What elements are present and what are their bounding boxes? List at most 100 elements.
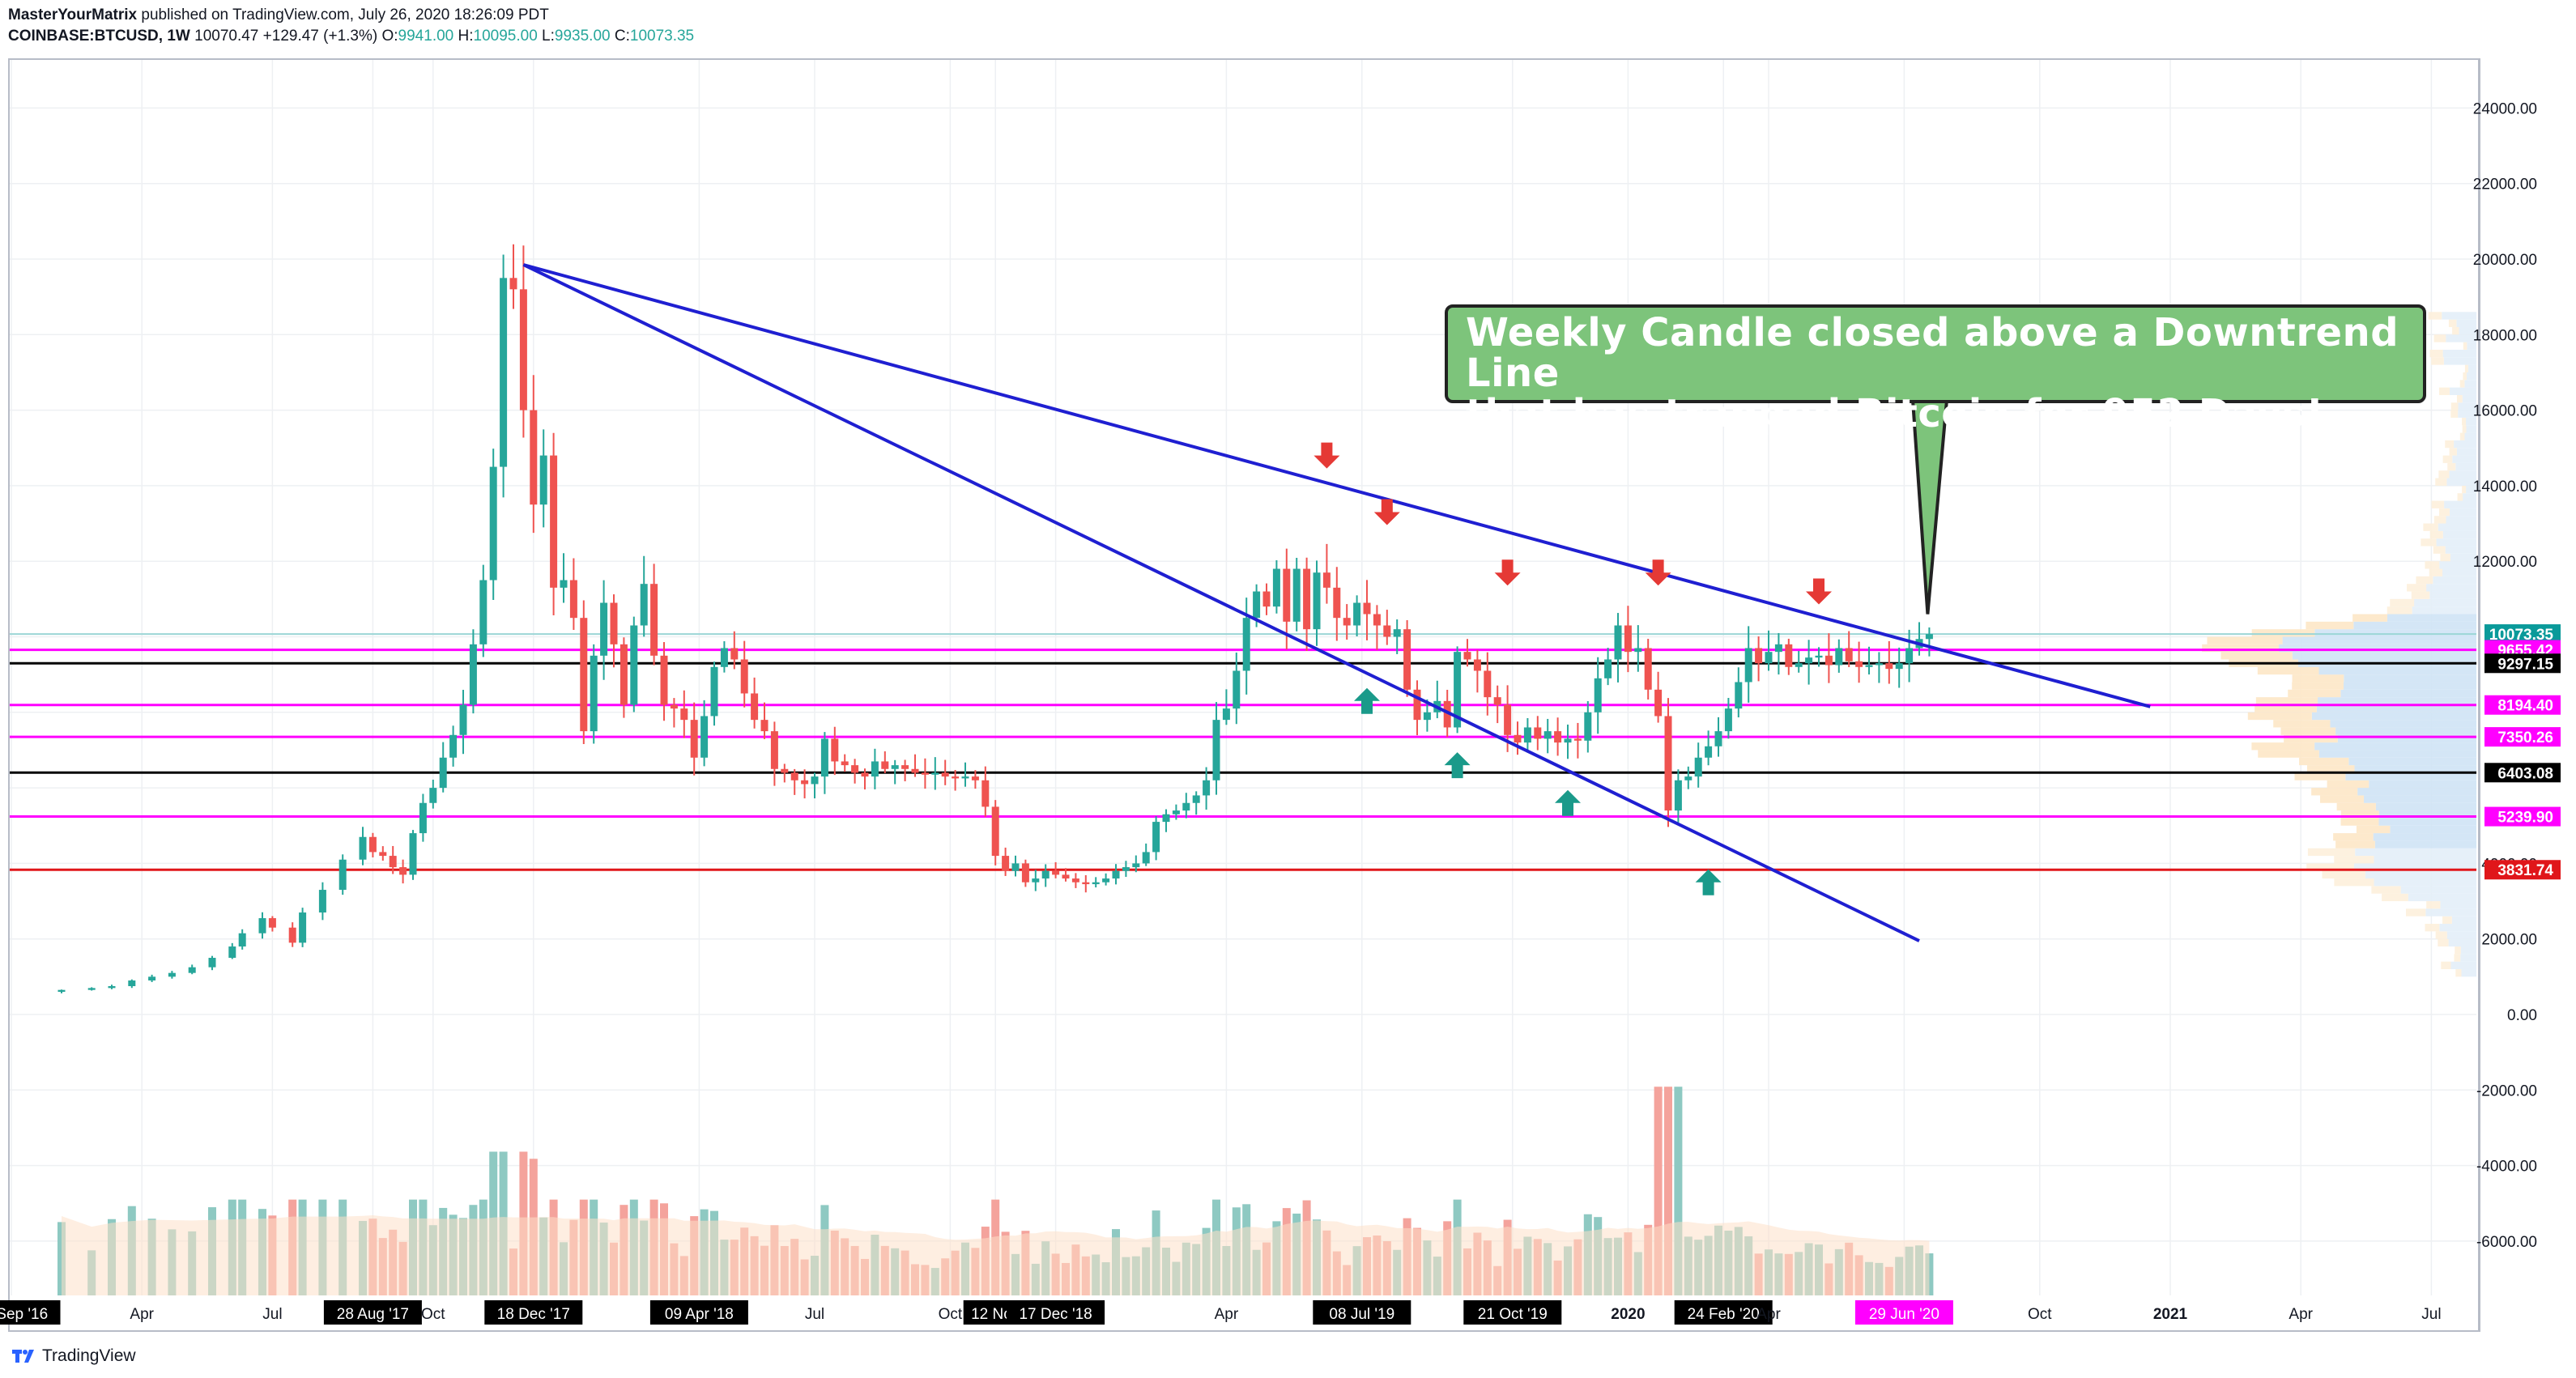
volume-profile-bar-down [2425, 924, 2440, 932]
candle-body [670, 704, 678, 709]
x-tag-bg [1674, 1300, 1773, 1325]
open-value: 9941.00 [398, 28, 454, 45]
candle-body [590, 655, 598, 732]
candle-body [1795, 663, 1803, 667]
x-tag-bg [0, 1300, 61, 1325]
y-tick-label: -4000.00 [2476, 1159, 2537, 1176]
x-tick-label: 26 Sep '16 [0, 1306, 48, 1323]
candle-body [1002, 856, 1010, 871]
volume-profile-bar-up [2442, 312, 2476, 320]
volume-profile-bar-up [2466, 425, 2476, 433]
volume-profile-bar-down [2340, 818, 2379, 826]
x-tag-bg [484, 1300, 583, 1325]
volume-profile-bar-up [2464, 380, 2476, 388]
trendlines [522, 263, 2151, 942]
volume-profile-bar-down [2421, 538, 2437, 547]
volume-profile-bar-up [2449, 387, 2476, 395]
down-arrow-icon [1373, 499, 1400, 525]
volume-profile-bar-up [2433, 576, 2476, 585]
volume-profile-bar-down [2322, 870, 2365, 879]
up-arrow-icon [1354, 687, 1380, 714]
volume-profile-bar-up [2282, 636, 2476, 644]
x-tick-label: 28 Aug '17 [337, 1306, 409, 1323]
volume-profile-bar-down [2251, 629, 2315, 637]
volume-profile-bar-up [2357, 788, 2476, 796]
candle-body [1363, 602, 1371, 615]
candle-body [1052, 870, 1060, 875]
volume-profile-bar-down [2438, 508, 2450, 517]
candle-body [1112, 870, 1120, 879]
candle-body [901, 765, 909, 769]
footer-brand[interactable]: TradingView [42, 1346, 136, 1365]
candle-body [238, 933, 246, 947]
candle-body [981, 780, 990, 807]
y-tick-label: 14000.00 [2473, 478, 2537, 495]
candle-body [168, 972, 176, 977]
candle-body [760, 720, 769, 732]
volume-profile-bar-up [2340, 689, 2476, 698]
price-tag-label: 6403.08 [2497, 765, 2553, 782]
volume-profile-bar-up [2458, 410, 2476, 418]
candle-body [1735, 682, 1743, 709]
candle-body [338, 859, 347, 891]
volume-profile-bar-down [2257, 666, 2319, 675]
down-arrow-icon [1645, 559, 1671, 586]
candle-body [108, 986, 116, 989]
candle-body [991, 806, 999, 857]
volume-profile-bar-down [2433, 516, 2446, 524]
y-tick-label: -6000.00 [2476, 1234, 2537, 1251]
author-name[interactable]: MasterYourMatrix [8, 6, 138, 23]
candle-body [1865, 665, 1873, 667]
x-tag-bg [1854, 1300, 1953, 1325]
volume-profile-bar-down [2220, 652, 2293, 660]
candle-body [931, 772, 939, 775]
candle-body [1514, 734, 1522, 743]
candle-body [1523, 727, 1531, 743]
tradingview-logo-icon[interactable] [11, 1347, 36, 1365]
candle-body [1454, 652, 1462, 728]
volume-profile-bar-up [2314, 629, 2476, 637]
candle-body [1283, 568, 1291, 622]
x-tick-label: Jul [262, 1306, 282, 1323]
volume-profile-bar-up [2463, 493, 2476, 501]
x-tick-label: 08 Jul '19 [1329, 1306, 1394, 1323]
candle-body [1272, 568, 1280, 607]
volume-profile-bar-down [2448, 319, 2457, 327]
candle-body [1262, 591, 1271, 607]
volume-profile-bar-down [2450, 402, 2459, 410]
candle-body [1212, 720, 1220, 780]
volume-profile-bar-up [2353, 621, 2476, 630]
candle-body [730, 648, 739, 660]
volume-profile-bar-up [2461, 969, 2476, 977]
candle-body [1755, 648, 1763, 664]
volume-pane [57, 1087, 1934, 1295]
up-arrow-icon [1695, 869, 1722, 895]
callout-box: Weekly Candle closed above a Downtrend L… [1445, 304, 2426, 434]
volume-profile-bar-up [2429, 591, 2476, 599]
candle-body [1765, 652, 1773, 664]
volume-profile-bar-down [2449, 448, 2457, 456]
candle-body [550, 455, 558, 588]
candle-body [1835, 648, 1843, 666]
volume-profile-bar-down [2438, 938, 2449, 947]
volume-profile-bar-up [2449, 470, 2476, 478]
candle-body [801, 780, 809, 785]
volume-profile-bar-down [2456, 394, 2463, 403]
volume-profile-bar-up [2365, 870, 2476, 879]
publish-info: published on TradingView.com, July 26, 2… [137, 6, 549, 23]
candle-body [811, 776, 819, 785]
candle-body [1092, 882, 1100, 885]
y-tick-label: -2000.00 [2476, 1082, 2537, 1099]
candle-body [911, 768, 919, 773]
x-tick-label: 09 Apr '18 [665, 1306, 734, 1323]
x-tick-label: Oct [2028, 1306, 2052, 1323]
volume-profile-bar-down [2428, 312, 2442, 320]
high-value: 10095.00 [473, 28, 538, 45]
volume-profile-bar-down [2280, 727, 2336, 735]
volume-profile-bar-up [2439, 561, 2476, 569]
candle-body [1373, 614, 1381, 626]
candle-body [1132, 863, 1140, 868]
volume-profile-bar-down [2425, 561, 2440, 569]
x-tick-label: Jul [2421, 1306, 2441, 1323]
